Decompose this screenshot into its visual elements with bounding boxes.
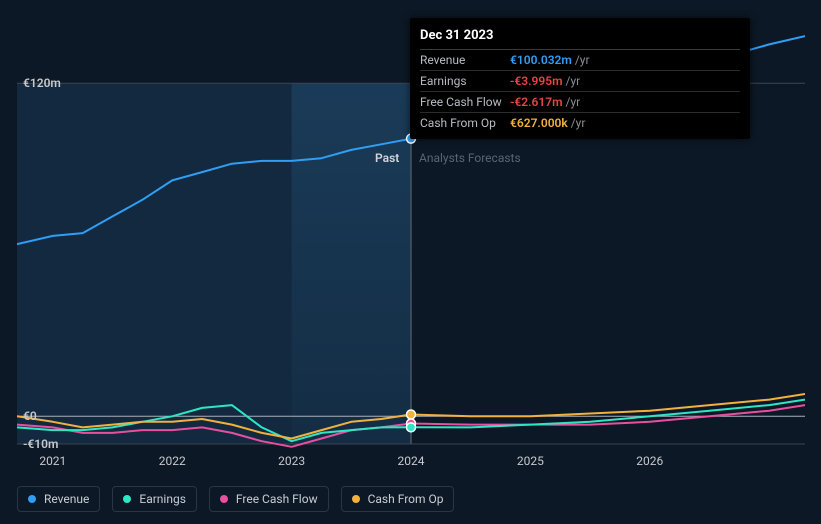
tooltip-date: Dec 31 2023 [420,26,740,50]
y-tick-label: -€10m [23,437,58,451]
legend-item-label: Earnings [139,492,186,506]
x-tick-label: 2022 [159,454,186,468]
tooltip-row-unit: /yr [575,53,590,67]
chart-container: €120m €0 -€10m 2021 2022 2023 2024 2025 2026 Pa… [17,0,805,480]
legend-dot-icon [352,495,360,503]
legend-item-cfo[interactable]: Cash From Op [341,486,455,512]
tooltip-row-label: Cash From Op [420,116,510,130]
legend-item-label: Cash From Op [368,492,444,506]
forecast-label: Analysts Forecasts [419,151,521,165]
tooltip-row-unit: /yr [566,95,581,109]
x-tick-label: 2024 [398,454,425,468]
tooltip-row-value: -€2.617m [510,95,563,109]
tooltip-box: Dec 31 2023 Revenue€100.032m/yrEarnings-… [410,18,750,139]
tooltip-row-value: -€3.995m [510,74,563,88]
legend-item-revenue[interactable]: Revenue [17,486,100,512]
tooltip-row-unit: /yr [566,74,581,88]
legend: Revenue Earnings Free Cash Flow Cash From O… [17,486,454,512]
y-tick-label: €120m [23,76,61,90]
tooltip-row-unit: /yr [571,116,586,130]
tooltip-row: Revenue€100.032m/yr [420,50,740,71]
y-tick-label: €0 [23,409,37,423]
legend-dot-icon [123,495,131,503]
x-tick-label: 2021 [39,454,66,468]
legend-item-label: Free Cash Flow [236,492,318,506]
tooltip-row: Earnings-€3.995m/yr [420,71,740,92]
tooltip-row-label: Free Cash Flow [420,95,510,109]
legend-item-earnings[interactable]: Earnings [112,486,197,512]
legend-item-label: Revenue [44,492,89,506]
past-label: Past [375,151,399,165]
tooltip-row-label: Earnings [420,74,510,88]
legend-dot-icon [28,495,36,503]
legend-dot-icon [220,495,228,503]
tooltip-row: Free Cash Flow-€2.617m/yr [420,92,740,113]
x-tick-label: 2025 [517,454,544,468]
tooltip-row-label: Revenue [420,53,510,67]
x-tick-label: 2023 [278,454,305,468]
tooltip-row-value: €100.032m [510,53,572,67]
tooltip-row-value: €627.000k [510,116,568,130]
legend-item-fcf[interactable]: Free Cash Flow [209,486,329,512]
tooltip-row: Cash From Op€627.000k/yr [420,113,740,133]
x-tick-label: 2026 [636,454,663,468]
